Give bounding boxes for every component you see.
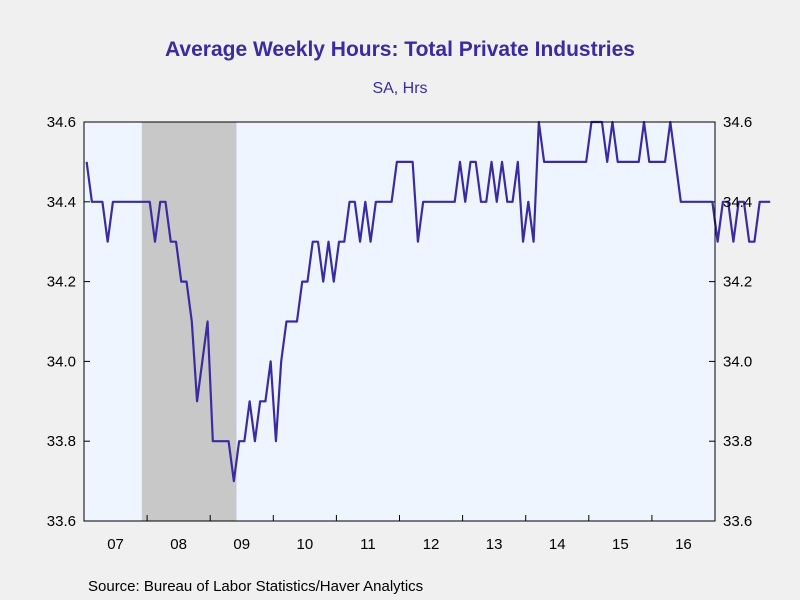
- recession-band: [141, 122, 237, 521]
- x-tick-label: 08: [170, 536, 187, 553]
- source-note: Source: Bureau of Labor Statistics/Haver…: [88, 578, 424, 595]
- x-tick-label: 07: [107, 536, 124, 553]
- y-tick-label-left: 33.8: [47, 433, 76, 450]
- x-tick-label: 15: [612, 536, 629, 553]
- x-tick-label: 12: [423, 536, 440, 553]
- y-tick-label-left: 34.0: [47, 353, 76, 370]
- x-tick-label: 09: [233, 536, 250, 553]
- y-tick-label-right: 34.6: [723, 114, 752, 131]
- x-tick-label: 10: [297, 536, 314, 553]
- y-tick-label-left: 34.6: [47, 114, 76, 131]
- y-tick-label-right: 33.6: [723, 513, 752, 530]
- y-tick-label-left: 33.6: [47, 513, 76, 530]
- chart-subtitle: SA, Hrs: [372, 80, 428, 97]
- series-line: [85, 120, 771, 483]
- y-tick-label-right: 34.4: [723, 194, 752, 211]
- x-tick-label: 11: [360, 536, 376, 553]
- x-tick-label: 16: [675, 536, 692, 553]
- x-tick-label: 13: [486, 536, 503, 553]
- chart-title: Average Weekly Hours: Total Private Indu…: [165, 38, 635, 61]
- plot-frame: [83, 121, 716, 522]
- y-tick-label-right: 33.8: [723, 433, 752, 450]
- y-tick-label-left: 34.2: [47, 274, 76, 291]
- x-tick-label: 14: [549, 536, 566, 553]
- y-tick-label-right: 34.0: [723, 353, 752, 370]
- y-tick-label-right: 34.2: [723, 274, 752, 291]
- y-tick-label-left: 34.4: [47, 194, 76, 211]
- tick-labels: 34.6 34.6 34.4 34.4 34.2 34.2 34.0 34.0 33.8 33.8…: [47, 114, 752, 553]
